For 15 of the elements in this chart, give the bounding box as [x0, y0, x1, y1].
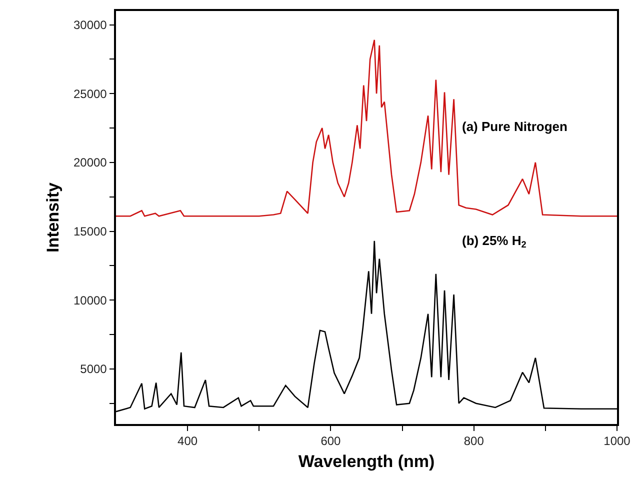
line-series: [116, 39, 617, 217]
x-axis-title: Wavelength (nm): [298, 452, 435, 472]
y-tick-label: 10000: [73, 293, 108, 308]
y-tick-label: 5000: [80, 362, 108, 376]
y-tick-label: 20000: [73, 156, 108, 170]
annotation: (b) 25% H$_{2}$: [462, 233, 526, 250]
x-tick-label: 1000: [604, 434, 631, 448]
annotation: (a) Pure Nitrogen: [462, 119, 568, 134]
y-tick-label: 30000: [73, 18, 108, 32]
x-tick-label: 600: [320, 434, 342, 448]
y-tick-label: 25000: [73, 86, 108, 101]
y-axis-title: Intensity: [44, 182, 63, 252]
y-tick-label: 15000: [73, 224, 108, 238]
x-tick-label: 400: [178, 434, 198, 448]
x-tick-label: 800: [464, 434, 484, 448]
